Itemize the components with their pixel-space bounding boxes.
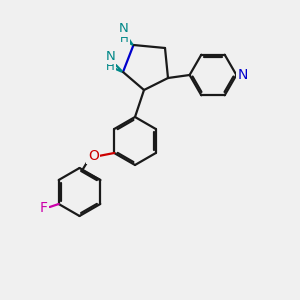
Text: N: N — [119, 22, 129, 35]
Text: H: H — [106, 59, 115, 73]
Text: O: O — [88, 149, 99, 163]
Text: N: N — [106, 50, 115, 63]
Text: H: H — [119, 32, 128, 45]
Text: N: N — [238, 68, 248, 82]
Text: F: F — [40, 201, 48, 214]
